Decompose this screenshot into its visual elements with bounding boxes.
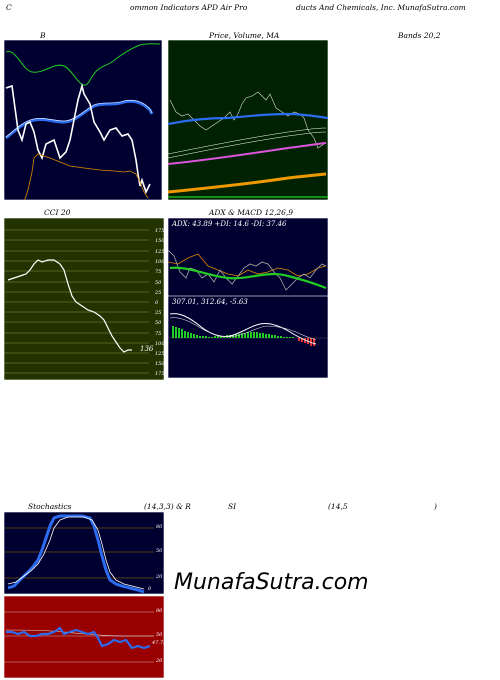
rsi-value: 47.73 (152, 640, 167, 646)
cci-level-label: 75 (155, 331, 162, 337)
cci-level-label: 100 (155, 259, 165, 265)
stochastics-chart (4, 512, 164, 594)
rsi-chart (4, 596, 164, 678)
cci-level-label: 175 (155, 371, 165, 377)
bollinger-title: B (40, 31, 46, 40)
macd-info: 307.01, 312.64, -5.63 (172, 298, 248, 306)
stochastics-title-c: SI (228, 502, 237, 511)
rsi-level-label: 80 (156, 608, 163, 614)
cci-level-label: 25 (155, 310, 162, 316)
macd-chart (168, 296, 328, 378)
stochastics-title-d: (14,5 (328, 502, 348, 511)
cci-level-label: 125 (155, 249, 165, 255)
stochastics-title-e: ) (434, 502, 437, 511)
cci-level-label: 50 (155, 320, 162, 326)
price-ma-title: Price, Volume, MA (209, 31, 280, 40)
stochastics-level-label: 20 (156, 574, 163, 580)
stochastics-value: 0 (148, 586, 152, 592)
cci-level-label: 175 (155, 228, 165, 234)
cci-level-label: 150 (155, 361, 165, 367)
cci-title: CCI 20 (44, 208, 71, 217)
rsi-level-label: 20 (156, 658, 163, 664)
rsi-level-label: 50 (156, 632, 163, 638)
bollinger-title-right: Bands 20,2 (398, 31, 441, 40)
watermark-text: MunafaSutra.com (174, 570, 369, 595)
adx-title: ADX & MACD 12,26,9 (209, 208, 294, 217)
header-part-3: ducts And Chemicals, Inc. MunafaSutra.co… (296, 3, 466, 12)
bollinger-chart (4, 40, 162, 200)
cci-value: 136 (140, 345, 154, 353)
header-part-2: ommon Indicators APD Air Pro (130, 3, 248, 12)
adx-panel: ADX: 43.89 +DI: 14.6 -DI: 37.46 (168, 218, 328, 296)
cci-chart (4, 218, 164, 380)
cci-level-label: 75 (155, 269, 162, 275)
macd-panel: 307.01, 312.64, -5.63 (168, 296, 328, 378)
cci-level-label: 50 (155, 280, 162, 286)
cci-level-label: 125 (155, 351, 165, 357)
rsi-panel: 80 50 20 47.73 (4, 596, 167, 678)
cci-level-label: 150 (155, 238, 165, 244)
price-ma-panel (168, 40, 328, 200)
cci-level-label: 100 (155, 341, 165, 347)
header-part-1: C (6, 3, 12, 12)
price-ma-chart (168, 40, 328, 200)
stochastics-level-label: 50 (156, 548, 163, 554)
adx-chart (168, 218, 328, 296)
cci-panel: 175 150 125 100 75 50 25 0 25 50 75 100 … (4, 218, 165, 380)
stochastics-title-a: Stochastics (28, 502, 72, 511)
cci-level-label: 0 (155, 300, 159, 306)
stochastics-title-b: (14,3,3) & R (144, 502, 191, 511)
cci-level-label: 25 (155, 290, 162, 296)
adx-info: ADX: 43.89 +DI: 14.6 -DI: 37.46 (172, 220, 287, 228)
bollinger-panel (4, 40, 162, 200)
stochastics-level-label: 80 (156, 524, 163, 530)
stochastics-panel: 80 50 20 0 (4, 512, 164, 594)
